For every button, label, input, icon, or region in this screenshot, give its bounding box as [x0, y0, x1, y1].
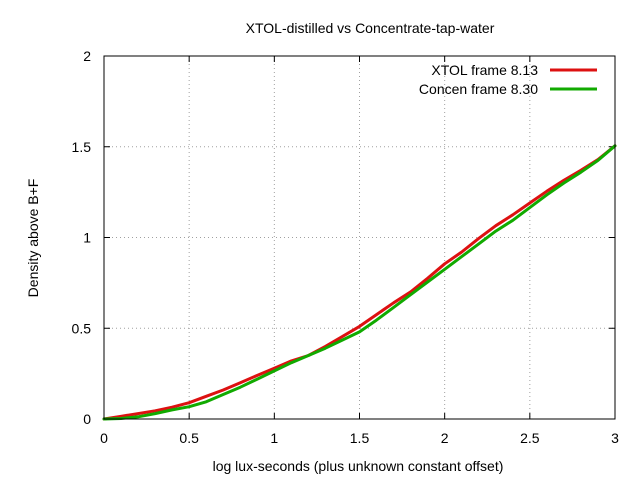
- y-axis-label: Density above B+F: [25, 179, 41, 298]
- y-tick-label: 0: [83, 411, 91, 427]
- y-tick-label: 1: [83, 230, 91, 246]
- legend-label-2: Concen frame 8.30: [419, 81, 538, 97]
- legend: XTOL frame 8.13 Concen frame 8.30: [419, 62, 597, 97]
- x-tick-label: 0: [100, 430, 108, 446]
- x-tick-label: 2.5: [520, 430, 540, 446]
- chart-title: XTOL-distilled vs Concentrate-tap-water: [246, 20, 495, 36]
- x-tick-label: 2: [441, 430, 449, 446]
- x-tick-label: 1.5: [350, 430, 370, 446]
- series-lines: [102, 144, 617, 421]
- tick-labels: 0 0.5 1 1.5 2 2.5 3 0 0.5 1 1.5 2: [72, 48, 620, 446]
- plot-frame: [103, 55, 616, 420]
- y-tick-label: 0.5: [72, 320, 92, 336]
- x-tick-label: 3: [611, 430, 619, 446]
- grid-lines: [104, 56, 615, 419]
- x-tick-label: 1: [270, 430, 278, 446]
- y-tick-label: 1.5: [72, 139, 92, 155]
- x-axis-label: log lux-seconds (plus unknown constant o…: [213, 458, 504, 474]
- y-tick-label: 2: [83, 48, 91, 64]
- x-tick-label: 0.5: [179, 430, 199, 446]
- legend-label-1: XTOL frame 8.13: [431, 62, 538, 78]
- series-line-2: [102, 144, 617, 421]
- series-line-1: [102, 144, 617, 421]
